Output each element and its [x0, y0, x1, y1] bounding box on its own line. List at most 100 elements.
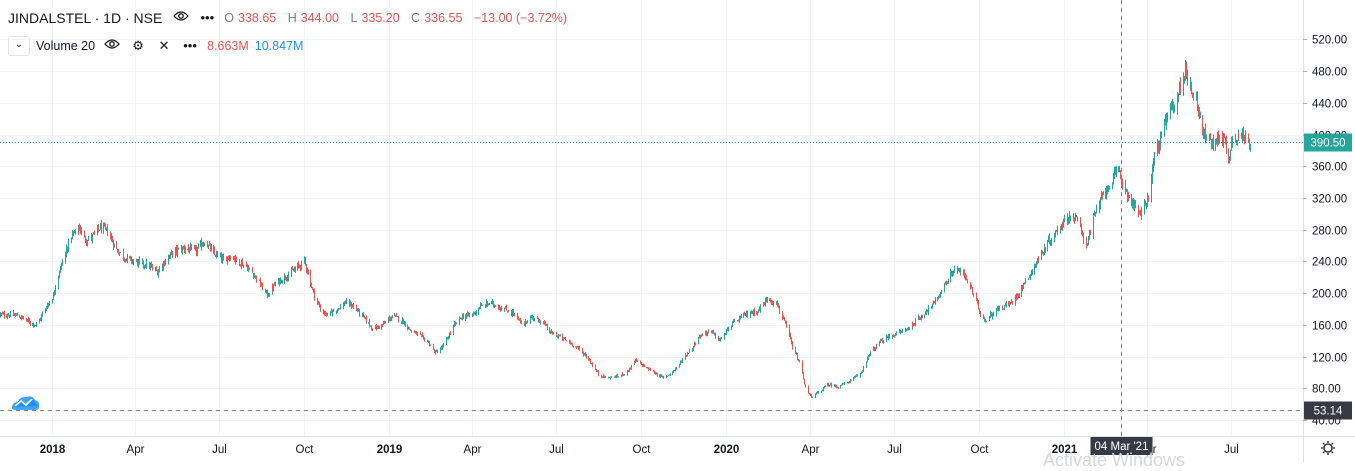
candle-body — [733, 321, 734, 323]
candle — [743, 312, 744, 318]
eye-icon[interactable] — [172, 9, 190, 27]
cloud-logo-icon[interactable] — [12, 396, 40, 410]
candle-body — [269, 294, 270, 297]
candle-body — [1018, 295, 1019, 297]
candle — [508, 309, 509, 313]
candle-body — [713, 331, 714, 334]
candle-body — [547, 325, 548, 329]
candle — [998, 305, 999, 312]
candle — [235, 254, 236, 265]
more-icon[interactable]: ••• — [200, 10, 215, 25]
candle — [45, 308, 46, 314]
symbol-title[interactable]: JINDALSTEL · 1D · NSE — [8, 10, 163, 26]
candle-body — [404, 322, 405, 325]
candle-body — [573, 345, 574, 347]
candle-body — [824, 386, 825, 388]
candle — [120, 252, 121, 254]
candle-body — [1003, 308, 1004, 310]
candle — [136, 258, 137, 263]
candle-body — [977, 300, 978, 303]
candle-body — [1133, 202, 1134, 207]
candle-body — [73, 232, 74, 234]
candle — [1113, 173, 1114, 185]
candle-body — [687, 353, 688, 356]
candle-body — [27, 318, 28, 321]
candle — [0, 312, 1, 318]
candle-body — [202, 245, 203, 247]
candle-body — [965, 275, 966, 278]
candle — [198, 243, 199, 249]
candle-body — [1141, 209, 1142, 213]
candle — [1232, 136, 1233, 148]
candle-body — [325, 312, 326, 314]
candle — [707, 331, 708, 337]
candle — [1151, 174, 1152, 203]
candle-body — [848, 382, 849, 384]
candle — [972, 289, 973, 295]
candle — [992, 312, 993, 320]
candle-body — [152, 267, 153, 269]
candle-body — [532, 315, 533, 319]
low-label: L — [350, 11, 358, 25]
candle-body — [598, 374, 599, 376]
gear-icon[interactable] — [1321, 441, 1335, 455]
activation-watermark: Activate Windows — [1043, 450, 1186, 470]
candle-body — [537, 317, 538, 319]
candle-body — [698, 338, 699, 344]
candle — [796, 352, 797, 355]
more-icon[interactable]: ••• — [183, 38, 197, 53]
candle — [350, 300, 351, 307]
x-tick-label: Apr — [802, 444, 820, 456]
candle — [1228, 148, 1229, 164]
candle — [495, 305, 496, 308]
candle-body — [84, 231, 85, 238]
candle — [468, 311, 469, 317]
volume-title[interactable]: Volume 20 — [36, 39, 96, 53]
candle — [1010, 301, 1011, 305]
candle — [278, 278, 279, 285]
candle — [534, 318, 535, 322]
candle-body — [103, 225, 104, 231]
candle — [183, 245, 184, 250]
candle-body — [928, 306, 929, 313]
candle — [317, 297, 318, 305]
candle-body — [110, 235, 111, 238]
chevron-down-icon[interactable]: ⌄ — [8, 36, 30, 56]
candle — [837, 386, 838, 389]
candle — [617, 373, 618, 378]
candle-body — [239, 259, 240, 266]
candle — [674, 370, 675, 372]
candle-body — [131, 258, 132, 262]
candle-body — [101, 223, 102, 231]
candle-body — [175, 248, 176, 250]
candle — [615, 375, 616, 379]
candle — [782, 311, 783, 321]
candle-body — [1100, 199, 1101, 205]
gear-icon[interactable]: ⚙ — [132, 38, 144, 53]
candle-body — [937, 298, 938, 300]
close-icon[interactable]: ✕ — [158, 38, 170, 53]
candle-body — [546, 324, 547, 326]
candle-body — [912, 324, 913, 327]
candle — [420, 331, 421, 335]
candle-body — [168, 256, 169, 263]
candle-body — [657, 373, 658, 376]
volume-legend: ⌄ Volume 20 ⚙ ✕ ••• 8.663M 10.847M — [8, 36, 303, 56]
candle-body — [105, 226, 106, 229]
candle — [1185, 60, 1186, 81]
candle — [1019, 293, 1020, 299]
candle-body — [551, 331, 552, 333]
candle — [588, 356, 589, 361]
candle-body — [1102, 192, 1103, 195]
candle-body — [118, 252, 119, 255]
candle — [680, 360, 681, 365]
candle-body — [1230, 150, 1231, 156]
candle — [1164, 118, 1165, 137]
eye-icon[interactable] — [103, 37, 121, 55]
candle-body — [1087, 243, 1088, 246]
candle — [498, 304, 499, 310]
candle — [557, 335, 558, 339]
candle — [953, 270, 954, 277]
candle-body — [93, 233, 94, 235]
